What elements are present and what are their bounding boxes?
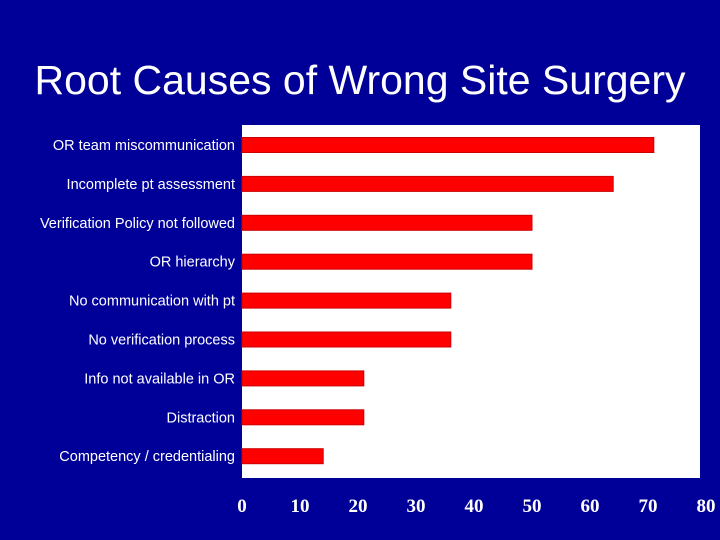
bar (241, 409, 365, 426)
category-label: Incomplete pt assessment (67, 177, 235, 193)
bar (241, 370, 365, 387)
x-tick-label: 30 (407, 496, 426, 517)
bar (241, 292, 452, 309)
x-tick-label: 60 (581, 496, 600, 517)
chart-title: Root Causes of Wrong Site Surgery (34, 57, 686, 103)
bar (241, 137, 655, 153)
category-label: No communication with pt (69, 294, 235, 310)
category-label: Distraction (167, 410, 236, 426)
x-tick-label: 70 (639, 496, 658, 517)
bar (241, 253, 533, 270)
category-label: Competency / credentialing (59, 449, 235, 465)
category-label: Info not available in OR (84, 371, 235, 387)
bar (241, 331, 452, 348)
category-label: OR team miscommunication (53, 138, 235, 154)
x-tick-label: 0 (237, 496, 247, 517)
bar (241, 214, 533, 231)
x-tick-label: 40 (465, 496, 484, 517)
x-tick-label: 80 (697, 496, 716, 517)
category-label: No verification process (88, 333, 235, 349)
x-tick-label: 20 (349, 496, 368, 517)
bar (241, 448, 324, 465)
x-tick-label: 10 (291, 496, 310, 517)
bar (241, 175, 614, 192)
category-label: OR hierarchy (150, 255, 236, 271)
x-tick-label: 50 (523, 496, 542, 517)
category-label: Verification Policy not followed (40, 216, 235, 232)
